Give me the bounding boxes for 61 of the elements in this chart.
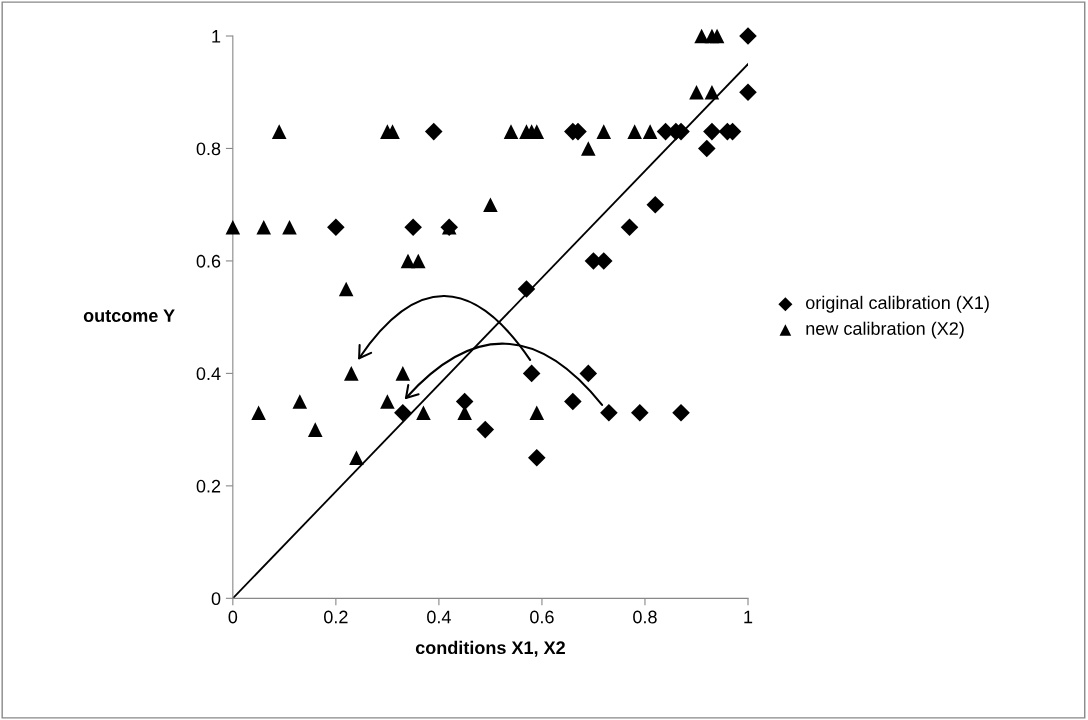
point <box>694 28 709 44</box>
point <box>349 450 364 466</box>
point <box>703 122 721 141</box>
point <box>709 28 725 44</box>
x-tick-label: 0.4 <box>427 610 451 624</box>
y-tick-label: 1 <box>212 30 221 43</box>
point <box>596 124 612 139</box>
point <box>689 84 704 100</box>
point <box>282 219 297 235</box>
point <box>528 448 546 467</box>
point <box>424 122 443 141</box>
point <box>455 392 474 411</box>
point <box>600 403 618 422</box>
point <box>394 403 412 422</box>
point <box>642 124 658 139</box>
y-axis-title: outcome Y <box>83 309 175 323</box>
point <box>256 219 272 235</box>
point <box>483 197 498 212</box>
point <box>739 83 757 102</box>
y-tick-label: 0.4 <box>196 367 221 381</box>
y-tick-label: 0.8 <box>196 142 221 156</box>
x-tick-label: 1 <box>744 610 753 624</box>
point <box>579 364 598 383</box>
x-tick-label: 0.8 <box>633 610 657 624</box>
x-axis-title: conditions X1, X2 <box>415 640 565 657</box>
point <box>416 405 431 421</box>
point <box>627 124 642 139</box>
point <box>411 253 426 269</box>
point <box>503 124 519 139</box>
point <box>338 281 354 297</box>
point <box>327 218 345 236</box>
point <box>564 392 582 411</box>
x-tick-label: 0.6 <box>530 610 554 624</box>
y-tick-label: 0 <box>211 592 221 606</box>
point <box>517 280 536 298</box>
y-tick-label: 0.6 <box>196 254 221 268</box>
point <box>404 218 422 236</box>
point <box>646 195 665 214</box>
point <box>529 405 545 421</box>
x-tick-label: 0.2 <box>324 610 348 624</box>
point <box>672 403 690 422</box>
point <box>476 420 495 439</box>
point <box>631 403 649 422</box>
legend-label: new calibration (X2) <box>806 321 964 339</box>
x-tick-label: 0 <box>228 610 238 624</box>
point <box>620 218 639 236</box>
y-tick-label: 0.2 <box>196 479 221 493</box>
point <box>581 141 596 156</box>
point <box>380 394 395 409</box>
point <box>522 364 541 383</box>
point <box>271 124 287 139</box>
point <box>225 219 241 235</box>
point <box>292 394 308 409</box>
legend-label: original calibration (X1) <box>806 295 989 313</box>
point <box>251 405 266 421</box>
point <box>704 84 720 100</box>
point <box>739 27 757 45</box>
point <box>344 366 359 381</box>
point <box>307 422 323 437</box>
point <box>698 139 716 158</box>
point <box>395 366 411 381</box>
